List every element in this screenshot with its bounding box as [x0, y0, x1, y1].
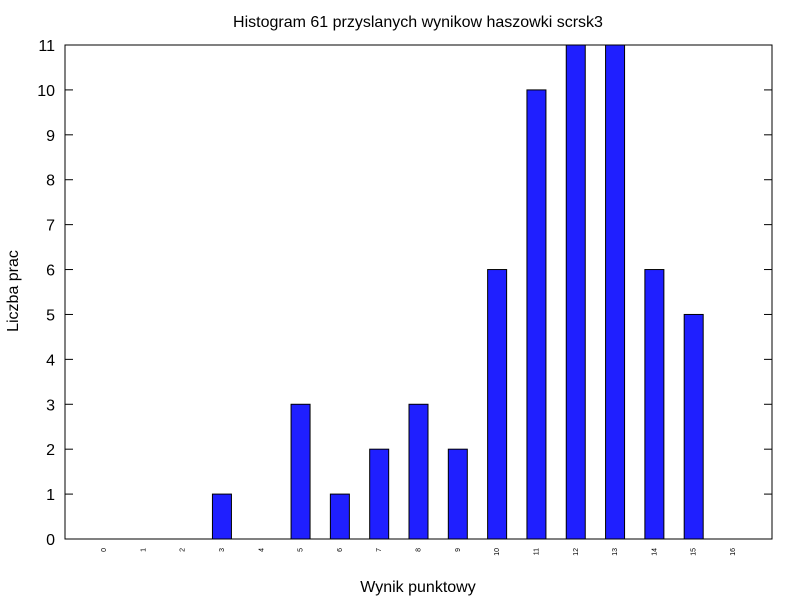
bar [329, 493, 350, 540]
y-tick-label: 5 [46, 307, 55, 324]
bar [683, 313, 704, 540]
x-tick-label: 9 [455, 548, 462, 552]
x-tick-label: 0 [101, 548, 108, 552]
y-tick-label: 11 [38, 38, 55, 55]
x-tick-label: 10 [494, 548, 501, 556]
y-tick-label: 9 [46, 128, 55, 145]
plot-frame [64, 44, 773, 540]
bar [290, 403, 311, 540]
y-tick-label: 2 [46, 442, 55, 459]
y-tick-label: 8 [46, 173, 55, 190]
x-tick-label: 13 [612, 548, 619, 556]
x-tick-label: 2 [180, 548, 187, 552]
y-tick-label: 0 [46, 532, 55, 549]
y-tick-label: 4 [46, 352, 55, 369]
bar [605, 44, 626, 540]
bar [644, 269, 665, 540]
x-tick-label: 4 [258, 548, 265, 552]
x-tick-label: 14 [651, 548, 658, 556]
x-tick-label: 7 [376, 548, 383, 552]
y-tick-label: 1 [46, 487, 55, 504]
bars [211, 44, 704, 540]
x-tick-label: 11 [533, 548, 540, 555]
bar [369, 448, 390, 540]
bar [487, 269, 508, 540]
x-tick-label: 6 [337, 548, 344, 552]
x-tick-label: 16 [730, 548, 737, 556]
x-ticks: 0 1 2 3 4 5 6 7 8 9 10 11 12 13 14 15 16 [101, 548, 737, 556]
chart-title: Histogram 61 przyslanych wynikow haszowk… [233, 14, 603, 31]
x-tick-label: 5 [298, 548, 305, 552]
y-tick-label: 10 [37, 83, 55, 100]
x-tick-label: 8 [416, 548, 423, 552]
y-tick-label: 6 [46, 263, 55, 280]
bar [211, 493, 232, 540]
bar [565, 44, 586, 540]
x-tick-label: 1 [140, 548, 147, 552]
y-tick-label: 7 [46, 218, 55, 235]
bar [526, 89, 547, 540]
x-tick-label: 3 [219, 548, 226, 552]
bar [408, 403, 429, 540]
x-tick-label: 15 [691, 548, 698, 556]
y-tick-label: 3 [46, 397, 55, 414]
x-axis-label: Wynik punktowy [360, 579, 475, 596]
bar [447, 448, 468, 540]
x-tick-label: 12 [573, 548, 580, 556]
y-axis-label: Liczba prac [5, 250, 22, 332]
